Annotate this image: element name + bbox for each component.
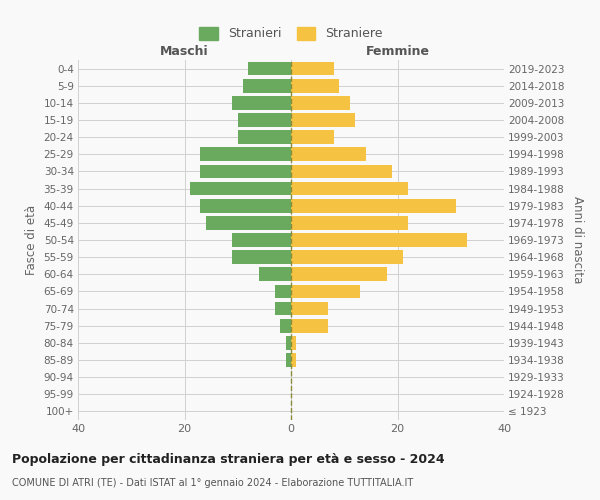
Bar bbox=[291, 268, 387, 281]
Y-axis label: Anni di nascita: Anni di nascita bbox=[571, 196, 584, 284]
Bar bbox=[291, 284, 360, 298]
Legend: Stranieri, Straniere: Stranieri, Straniere bbox=[196, 23, 386, 44]
Bar bbox=[275, 284, 291, 298]
Bar bbox=[291, 113, 355, 127]
Bar bbox=[238, 130, 291, 144]
Bar bbox=[206, 216, 291, 230]
Bar bbox=[291, 130, 334, 144]
Bar bbox=[291, 164, 392, 178]
Bar bbox=[286, 336, 291, 349]
Bar bbox=[291, 79, 339, 92]
Bar bbox=[291, 353, 296, 367]
Bar bbox=[232, 250, 291, 264]
Bar bbox=[291, 62, 334, 76]
Bar bbox=[200, 148, 291, 161]
Bar bbox=[259, 268, 291, 281]
Bar bbox=[291, 182, 408, 196]
Bar bbox=[238, 113, 291, 127]
Bar bbox=[200, 199, 291, 212]
Bar bbox=[232, 96, 291, 110]
Text: Popolazione per cittadinanza straniera per età e sesso - 2024: Popolazione per cittadinanza straniera p… bbox=[12, 452, 445, 466]
Bar bbox=[291, 302, 328, 316]
Bar bbox=[275, 302, 291, 316]
Bar bbox=[190, 182, 291, 196]
Text: Maschi: Maschi bbox=[160, 46, 209, 59]
Text: COMUNE DI ATRI (TE) - Dati ISTAT al 1° gennaio 2024 - Elaborazione TUTTITALIA.IT: COMUNE DI ATRI (TE) - Dati ISTAT al 1° g… bbox=[12, 478, 413, 488]
Bar bbox=[232, 233, 291, 247]
Bar bbox=[291, 148, 365, 161]
Bar bbox=[248, 62, 291, 76]
Bar bbox=[280, 319, 291, 332]
Bar bbox=[291, 336, 296, 349]
Y-axis label: Fasce di età: Fasce di età bbox=[25, 205, 38, 275]
Bar bbox=[291, 96, 350, 110]
Bar bbox=[243, 79, 291, 92]
Bar bbox=[286, 353, 291, 367]
Bar bbox=[291, 233, 467, 247]
Bar bbox=[291, 319, 328, 332]
Bar bbox=[291, 216, 408, 230]
Bar bbox=[200, 164, 291, 178]
Bar bbox=[291, 199, 456, 212]
Text: Femmine: Femmine bbox=[365, 46, 430, 59]
Bar bbox=[291, 250, 403, 264]
